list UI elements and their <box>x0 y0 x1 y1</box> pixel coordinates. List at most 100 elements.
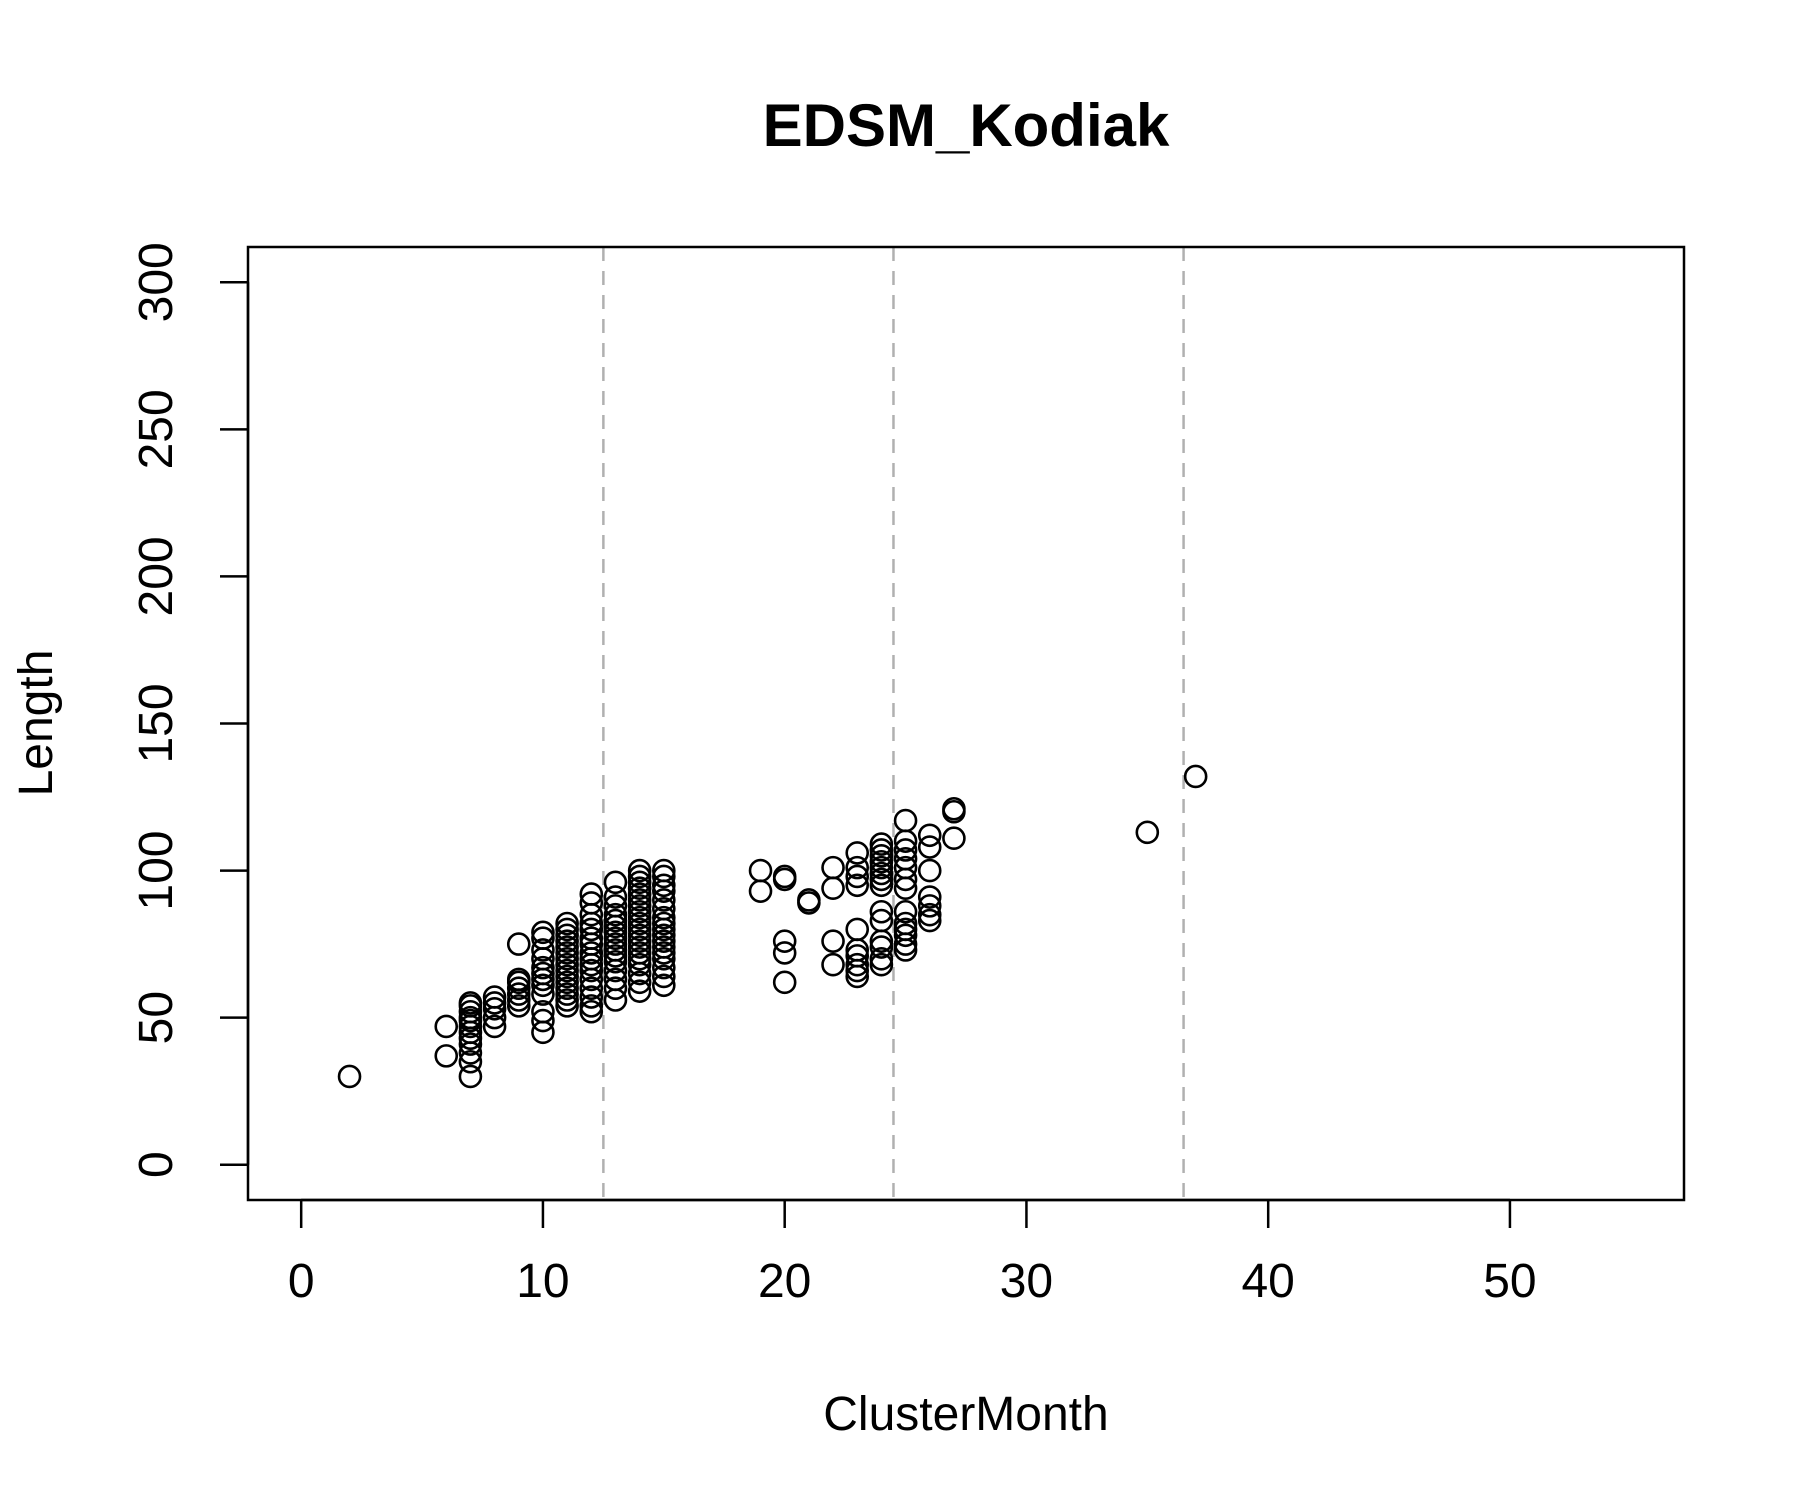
data-point <box>627 929 652 953</box>
data-point <box>652 941 676 965</box>
data-point <box>555 947 579 971</box>
data-point <box>603 870 628 895</box>
data-point <box>627 935 652 959</box>
y-axis-label: Length <box>10 650 63 797</box>
data-point <box>893 899 918 924</box>
data-point <box>627 923 652 948</box>
data-point <box>579 917 604 942</box>
data-point <box>652 873 676 898</box>
data-point <box>555 988 579 1012</box>
data-point <box>652 964 676 989</box>
data-point <box>482 991 507 1015</box>
data-point <box>506 932 531 956</box>
data-point <box>555 976 579 1001</box>
data-point <box>531 955 555 980</box>
data-point <box>603 944 628 968</box>
data-point <box>531 1008 555 1033</box>
x-tick-label: 0 <box>288 1255 315 1308</box>
data-point <box>506 994 531 1018</box>
data-point <box>1183 764 1208 789</box>
data-point <box>917 894 942 918</box>
y-tick-label: 200 <box>130 536 183 616</box>
data-point <box>603 908 628 933</box>
data-point <box>555 982 579 1006</box>
data-point <box>627 979 652 1003</box>
data-point <box>869 899 894 924</box>
data-point <box>531 999 555 1024</box>
x-axis: 0 10 20 30 40 50 <box>288 1198 1537 1308</box>
data-point <box>627 911 652 936</box>
data-point <box>797 888 821 912</box>
data-point <box>506 976 531 1001</box>
data-point <box>555 941 579 965</box>
data-point <box>627 888 652 912</box>
data-point <box>652 864 676 889</box>
data-point <box>555 923 579 948</box>
data-point <box>531 926 555 951</box>
data-point <box>869 873 894 898</box>
chart-title: EDSM_Kodiak <box>763 92 1170 159</box>
data-point <box>506 982 531 1006</box>
data-point <box>869 947 894 971</box>
data-point <box>893 808 918 833</box>
data-point <box>458 1064 483 1089</box>
data-point <box>845 864 870 889</box>
data-point <box>893 923 918 948</box>
data-point <box>555 929 579 953</box>
data-point <box>652 911 676 936</box>
x-tick-label: 20 <box>758 1255 811 1308</box>
y-tick-label: 150 <box>130 683 183 763</box>
data-point <box>748 858 773 883</box>
data-point <box>917 908 942 933</box>
data-point <box>748 879 773 903</box>
data-point <box>555 994 579 1018</box>
data-point <box>942 826 966 851</box>
reference-lines <box>602 247 1185 1200</box>
data-point <box>627 864 652 889</box>
y-axis: 0 50 100 150 200 250 300 <box>130 242 250 1178</box>
data-point <box>579 891 604 915</box>
data-point <box>917 823 942 848</box>
y-tick-label: 50 <box>130 991 183 1044</box>
data-point <box>627 899 652 924</box>
data-point <box>458 999 483 1024</box>
data-point <box>869 952 894 977</box>
data-point <box>579 976 604 1001</box>
data-points <box>337 764 1208 1089</box>
data-point <box>869 935 894 959</box>
data-point <box>603 894 628 918</box>
data-point <box>627 947 652 971</box>
plot-frame <box>246 245 1686 1202</box>
data-point <box>579 985 604 1009</box>
data-point <box>434 1044 459 1068</box>
data-point <box>603 926 628 951</box>
data-point <box>434 1014 459 1039</box>
data-point <box>893 847 918 871</box>
data-point <box>869 908 894 933</box>
data-point <box>652 897 676 921</box>
data-point <box>531 961 555 986</box>
data-point <box>652 923 676 948</box>
data-point <box>506 967 531 992</box>
data-point <box>821 929 845 953</box>
data-point <box>942 796 966 821</box>
data-point <box>652 905 676 930</box>
data-point <box>579 941 604 965</box>
data-point <box>579 882 604 906</box>
data-point <box>845 952 870 977</box>
data-point <box>821 876 845 901</box>
data-point <box>603 967 628 992</box>
data-point <box>869 832 894 856</box>
data-point <box>603 902 628 927</box>
data-point <box>555 970 579 995</box>
data-point <box>555 952 579 977</box>
data-point <box>893 838 918 862</box>
data-point <box>893 911 918 936</box>
data-point <box>627 870 652 895</box>
data-point <box>482 1014 507 1039</box>
data-point <box>531 973 555 998</box>
data-point <box>579 994 604 1018</box>
data-point <box>652 929 676 953</box>
data-point <box>579 958 604 983</box>
